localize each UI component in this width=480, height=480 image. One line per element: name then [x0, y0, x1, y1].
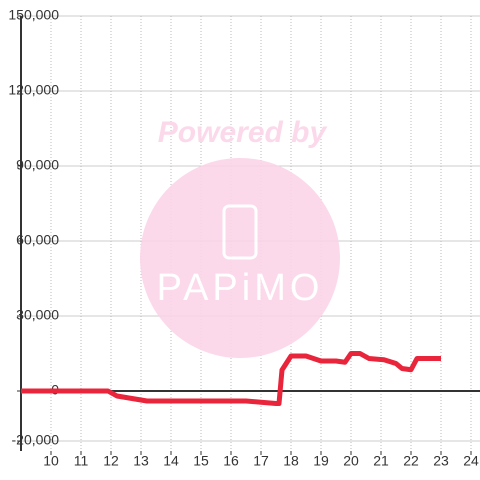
y-tick-label: 90,000 [16, 157, 59, 173]
x-tick-label: 19 [313, 453, 329, 469]
x-tick-label: 22 [403, 453, 419, 469]
data-line [21, 351, 441, 406]
watermark-icon [222, 204, 258, 260]
x-tick-label: 12 [103, 453, 119, 469]
x-tick-label: 23 [433, 453, 449, 469]
y-tick-label: -20,000 [12, 432, 60, 448]
y-tick-label: 60,000 [16, 232, 59, 248]
y-tick-label: 120,000 [8, 82, 59, 98]
x-tick-label: 15 [193, 453, 209, 469]
x-tick-label: 10 [43, 453, 59, 469]
x-tick-label: 21 [373, 453, 389, 469]
watermark-logo: PAPiMO [157, 267, 324, 309]
x-tick-label: 16 [223, 453, 239, 469]
x-tick-label: 17 [253, 453, 269, 469]
x-tick-label: 20 [343, 453, 359, 469]
y-tick-label: 30,000 [16, 307, 59, 323]
x-tick-label: 11 [74, 453, 89, 469]
y-tick-label: 150,000 [8, 7, 59, 23]
x-tick-label: 14 [163, 453, 179, 469]
x-tick-label: 24 [463, 453, 479, 469]
x-tick-label: 18 [283, 453, 299, 469]
watermark-text: Powered by [158, 116, 328, 149]
watermark: Powered by PAPiMO [140, 116, 340, 358]
x-tick-label: 13 [133, 453, 149, 469]
